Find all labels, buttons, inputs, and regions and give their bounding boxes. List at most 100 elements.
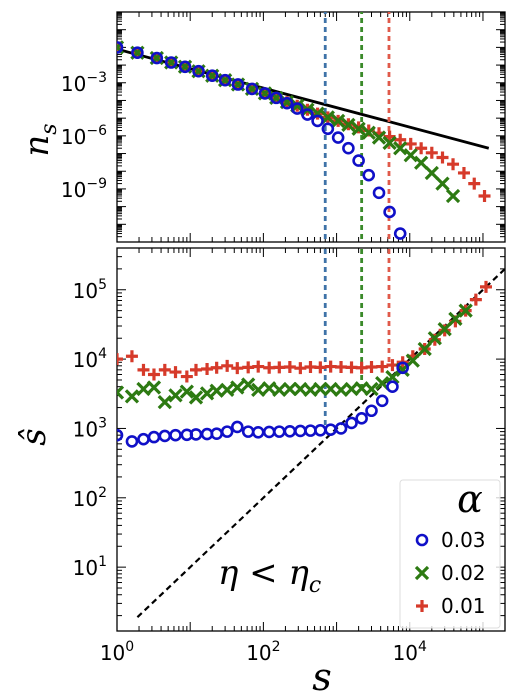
data-point bbox=[164, 56, 178, 69]
data-point bbox=[365, 360, 378, 373]
data-point bbox=[394, 133, 407, 146]
data-point bbox=[376, 360, 389, 373]
data-point bbox=[158, 429, 172, 443]
data-point bbox=[294, 424, 307, 438]
data-point bbox=[147, 430, 161, 444]
legend-marker bbox=[414, 565, 430, 581]
legend-entry-0.03: 0.03 bbox=[415, 528, 486, 552]
data-point bbox=[269, 91, 283, 105]
data-point bbox=[169, 366, 182, 379]
data-point bbox=[457, 166, 470, 179]
data-point bbox=[365, 404, 378, 418]
data-point bbox=[117, 353, 123, 366]
data-point bbox=[231, 78, 245, 91]
bottom-y-tick-label: 101 bbox=[73, 554, 107, 580]
data-point bbox=[321, 122, 335, 136]
data-point bbox=[199, 386, 215, 401]
data-point bbox=[192, 64, 205, 78]
data-point bbox=[125, 350, 138, 363]
data-point bbox=[458, 303, 473, 318]
data-point bbox=[352, 154, 365, 167]
data-point bbox=[331, 131, 345, 144]
data-point bbox=[137, 432, 150, 446]
data-point bbox=[245, 82, 259, 96]
data-point bbox=[355, 412, 368, 425]
legend-frame bbox=[399, 479, 501, 629]
data-point bbox=[136, 381, 151, 397]
series-0.03 bbox=[117, 41, 407, 240]
data-point bbox=[304, 424, 317, 437]
data-point bbox=[263, 361, 276, 374]
bottom-panel: 101 102 103 104 105 100 102 104 ŝ s η < ηc bbox=[14, 247, 506, 697]
data-point bbox=[220, 425, 234, 438]
data-point bbox=[479, 280, 492, 293]
data-point bbox=[125, 435, 139, 448]
x-axis-label: s bbox=[312, 655, 332, 697]
data-point bbox=[405, 353, 420, 368]
data-point bbox=[345, 416, 358, 430]
top-panel-frame bbox=[116, 11, 506, 243]
data-point bbox=[294, 362, 307, 375]
data-point bbox=[150, 51, 164, 65]
data-point bbox=[230, 420, 244, 434]
data-point bbox=[364, 381, 379, 397]
series-0.02 bbox=[117, 40, 461, 204]
data-point bbox=[137, 363, 150, 376]
data-point bbox=[188, 390, 204, 405]
data-point bbox=[424, 165, 439, 181]
data-point bbox=[231, 362, 244, 375]
legend-label: 0.03 bbox=[441, 528, 486, 552]
bottom-y-tick-labels: 101 102 103 104 105 bbox=[73, 277, 107, 580]
data-point bbox=[396, 361, 409, 375]
data-point bbox=[436, 151, 449, 164]
data-point bbox=[210, 361, 223, 374]
data-point bbox=[447, 158, 460, 171]
data-point bbox=[283, 360, 296, 373]
data-point bbox=[251, 382, 266, 398]
legend-entry-0.01: 0.01 bbox=[416, 594, 486, 618]
data-point bbox=[168, 388, 183, 403]
legend-label: 0.02 bbox=[441, 561, 486, 585]
data-point bbox=[147, 368, 160, 381]
bottom-panel-ticks bbox=[116, 247, 506, 631]
legend-title: α bbox=[457, 477, 483, 521]
data-point bbox=[251, 425, 265, 439]
x-tick-labels: 100 102 104 bbox=[100, 639, 427, 665]
top-y-tick-label: 10−6 bbox=[61, 123, 107, 149]
data-point bbox=[221, 359, 234, 372]
top-panel: 10−3 10−6 10−9 ns bbox=[17, 11, 506, 243]
data-point bbox=[334, 422, 348, 435]
legend-label: 0.01 bbox=[441, 594, 486, 618]
legend-entry-0.02: 0.02 bbox=[414, 561, 486, 585]
series-0.01 bbox=[117, 280, 492, 383]
data-point bbox=[341, 117, 356, 132]
data-point bbox=[435, 176, 450, 191]
bottom-y-tick-label: 102 bbox=[73, 485, 107, 511]
data-point bbox=[280, 96, 294, 110]
data-point bbox=[403, 148, 418, 163]
data-point bbox=[178, 60, 192, 74]
data-point bbox=[417, 341, 432, 357]
data-point bbox=[117, 428, 124, 442]
data-point bbox=[179, 384, 194, 399]
data-point bbox=[351, 121, 366, 136]
data-point bbox=[386, 380, 399, 393]
series-0.02 bbox=[117, 303, 473, 410]
legend-marker bbox=[416, 600, 428, 612]
data-point bbox=[273, 425, 286, 438]
top-y-axis-label: ns bbox=[17, 123, 62, 156]
data-point bbox=[383, 205, 396, 219]
data-point bbox=[361, 125, 376, 140]
data-point bbox=[478, 189, 491, 202]
data-point bbox=[385, 369, 400, 385]
data-point bbox=[445, 188, 461, 204]
data-point bbox=[372, 186, 386, 200]
data-point bbox=[414, 155, 429, 170]
data-point bbox=[342, 141, 355, 155]
top-panel-plot-area bbox=[117, 12, 491, 242]
data-point bbox=[425, 146, 438, 159]
legend: α 0.03 0.02 0.01 bbox=[399, 477, 501, 629]
data-point bbox=[362, 168, 376, 182]
data-point bbox=[220, 382, 235, 398]
data-point bbox=[241, 377, 256, 392]
